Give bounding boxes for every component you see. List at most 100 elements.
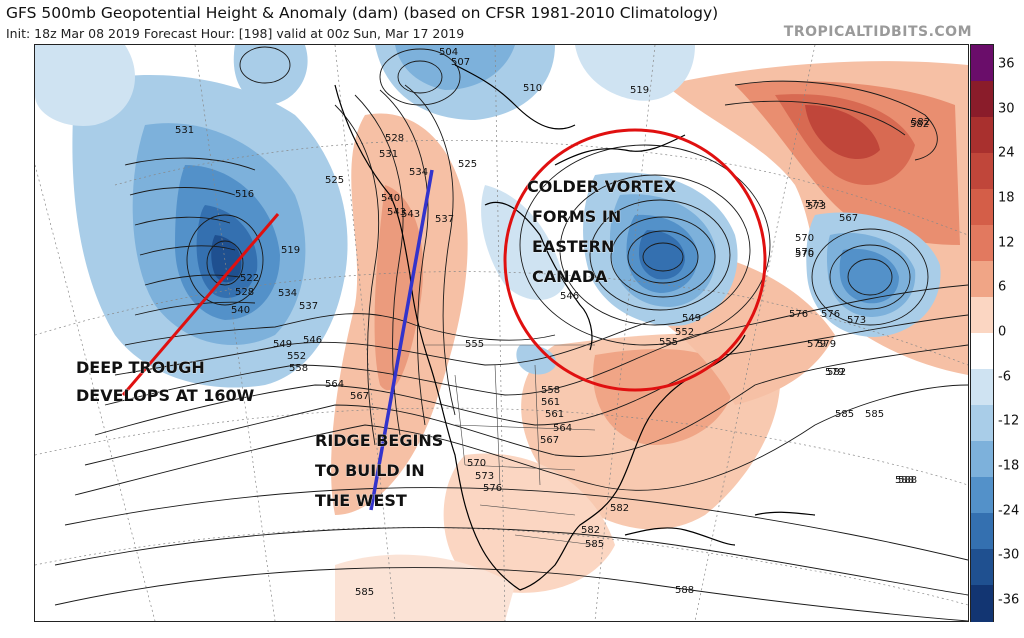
contour-label: 582 — [910, 119, 929, 130]
contour-label: 552 — [287, 351, 306, 362]
contour-label: 588 — [895, 475, 914, 486]
contour-label: 558 — [289, 363, 308, 374]
map-subtitle: Init: 18z Mar 08 2019 Forecast Hour: [19… — [6, 26, 465, 41]
ridge-label-line1: RIDGE BEGINS — [315, 431, 443, 450]
colorbar-swatch — [971, 81, 993, 118]
contour-label: 570 — [795, 233, 814, 244]
colorbar-swatch — [971, 117, 993, 154]
colorbar-tick-label: -36 — [998, 592, 1020, 608]
contour-label: 510 — [523, 83, 542, 94]
contour-label: 585 — [585, 539, 604, 550]
map-canvas: 531 516 519 522 528 534 537 540 543 546 … — [35, 45, 968, 621]
contour-label: 543 — [387, 207, 406, 218]
contour-label: 549 — [682, 313, 701, 324]
contour-label: 576 — [789, 309, 808, 320]
contour-label: 552 — [675, 327, 694, 338]
contour-label: 567 — [839, 213, 858, 224]
contour-label: 585 — [835, 409, 854, 420]
contour-label: 570 — [467, 458, 486, 469]
contour-label: 549 — [273, 339, 292, 350]
colorbar-tick-label: 18 — [998, 190, 1015, 206]
colorbar-tick-label: 6 — [998, 279, 1007, 295]
contour-label: 582 — [581, 525, 600, 536]
contour-label: 585 — [865, 409, 884, 420]
colorbar-tick-label: 36 — [998, 56, 1015, 72]
contour-label: 561 — [545, 409, 564, 420]
colorbar-tick-label: 30 — [998, 101, 1015, 117]
colorbar-swatch — [971, 225, 993, 262]
contour-label: 573 — [847, 315, 866, 326]
colorbar-swatch — [971, 261, 993, 298]
contour-label: 537 — [299, 301, 318, 312]
contour-label: 579 — [825, 367, 844, 378]
colorbar-swatch — [971, 333, 993, 370]
contour-label: 525 — [325, 175, 344, 186]
contour-label: 585 — [355, 587, 374, 598]
contour-label: 576 — [821, 309, 840, 320]
contour-label: 525 — [458, 159, 477, 170]
colorbar-swatch — [971, 189, 993, 226]
colorbar-swatch — [971, 153, 993, 190]
ridge-label-line3: THE WEST — [315, 491, 407, 510]
contour-label: 531 — [175, 125, 194, 136]
ridge-label-line2: TO BUILD IN — [315, 461, 425, 480]
ridge-line — [369, 169, 434, 511]
contour-label: 582 — [827, 367, 846, 378]
contour-label: 576 — [483, 483, 502, 494]
contour-label: 528 — [235, 287, 254, 298]
colorbar-tick-label: -24 — [998, 503, 1020, 519]
trough-label-line2: DEVELOPS AT 160W — [76, 386, 255, 405]
contour-label: 531 — [379, 149, 398, 160]
contour-label: 573 — [805, 199, 824, 210]
contour-label: 519 — [281, 245, 300, 256]
colorbar-swatch — [971, 45, 993, 82]
vortex-label-line3: EASTERN — [532, 237, 614, 256]
contour-label: 588 — [898, 475, 917, 486]
colorbar-swatch — [971, 369, 993, 406]
contour-label: 582 — [911, 117, 930, 128]
contour-label: 555 — [465, 339, 484, 350]
anomaly-shading — [35, 45, 968, 621]
contour-label: 567 — [540, 435, 559, 446]
contour-labels: 531 516 519 522 528 534 537 540 543 546 … — [175, 47, 930, 598]
contour-label: 555 — [659, 337, 678, 348]
colorbar-swatch — [971, 441, 993, 478]
colorbar-swatch — [971, 549, 993, 586]
contour-label: 561 — [541, 397, 560, 408]
political-borders — [425, 344, 596, 546]
colorbar-tick-label: -12 — [998, 413, 1020, 429]
contour-label: 534 — [409, 167, 428, 178]
contour-label: 573 — [807, 201, 826, 212]
anomaly-map: 531 516 519 522 528 534 537 540 543 546 … — [34, 44, 969, 622]
vortex-label-line2: FORMS IN — [532, 207, 621, 226]
contour-label: 564 — [325, 379, 344, 390]
trough-label-line1: DEEP TROUGH — [76, 358, 205, 377]
contour-label: 540 — [231, 305, 250, 316]
contour-label: 576 — [795, 247, 814, 258]
contour-label: 516 — [235, 189, 254, 200]
contour-label: 519 — [630, 85, 649, 96]
colorbar-swatch — [971, 477, 993, 514]
colorbar-tick-label: 12 — [998, 235, 1015, 251]
vortex-circle — [503, 128, 767, 392]
colorbar-tick-label: 24 — [998, 145, 1015, 161]
contour-label: 582 — [610, 503, 629, 514]
contour-label: 558 — [541, 385, 560, 396]
map-title: GFS 500mb Geopotential Height & Anomaly … — [6, 4, 719, 22]
annotations: DEEP TROUGH DEVELOPS AT 160W RIDGE BEGIN… — [76, 128, 767, 511]
colorbar-swatch — [971, 405, 993, 442]
contour-label: 570 — [795, 249, 814, 260]
contour-label: 579 — [817, 339, 836, 350]
anomaly-colorbar — [970, 44, 994, 622]
contour-label: 537 — [435, 214, 454, 225]
vortex-label-line1: COLDER VORTEX — [527, 177, 677, 196]
colorbar-tick-label: -18 — [998, 458, 1020, 474]
contour-label: 528 — [385, 133, 404, 144]
contour-label: 534 — [278, 288, 297, 299]
contour-label: 507 — [451, 57, 470, 68]
contour-label: 588 — [675, 585, 694, 596]
contour-label: 564 — [553, 423, 572, 434]
contour-label: 543 — [401, 209, 420, 220]
colorbar-swatch — [971, 585, 993, 622]
colorbar-tick-label: -30 — [998, 547, 1020, 563]
